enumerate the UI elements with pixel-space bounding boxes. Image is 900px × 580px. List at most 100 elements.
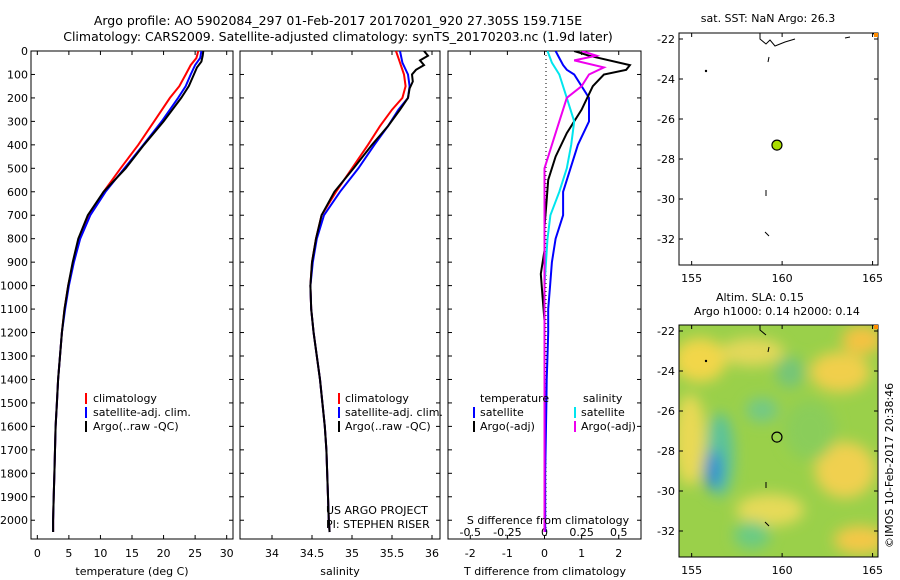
map-x-tick-label: 160: [772, 272, 793, 285]
s-tick-label: -0.25: [493, 526, 521, 539]
x-tick-label: 0: [541, 547, 548, 560]
x-tick-label: 0: [34, 547, 41, 560]
profile-location-marker: [771, 139, 783, 151]
y-tick-label: 1800: [0, 467, 28, 480]
map-y-tick-label: -24: [657, 365, 675, 378]
y-tick-label: 0: [21, 45, 28, 58]
x-tick-label: 35.5: [380, 547, 405, 560]
t-difference-axis-label: T difference from climatology: [463, 565, 626, 578]
x-tick-label: 25: [188, 547, 202, 560]
credit-pi: PI: STEPHEN RISER: [326, 518, 430, 531]
x-tick-label: 35: [345, 547, 359, 560]
x-tick-label: 5: [65, 547, 72, 560]
series-line-difference-1: [539, 51, 632, 532]
credit-project: US ARGO PROJECT: [326, 504, 428, 517]
x-tick-label: 10: [93, 547, 107, 560]
series-line-temperature-0: [52, 51, 200, 532]
sst-map-panel: [678, 32, 879, 266]
y-tick-label: 1600: [0, 420, 28, 433]
y-tick-label: 800: [7, 233, 28, 246]
map-y-tick-label: -22: [657, 33, 675, 46]
map-y-tick-label: -30: [657, 485, 675, 498]
legend-label: Argo(-adj): [480, 420, 535, 433]
temperature-legend: climatology satellite-adj. clim. Argo(..…: [85, 392, 191, 433]
y-tick-label: 100: [7, 68, 28, 81]
figure-title: Argo profile: AO 5902084_297 01-Feb-2017…: [94, 13, 582, 28]
y-tick-label: 1700: [0, 444, 28, 457]
y-tick-label: 1000: [0, 280, 28, 293]
imos-stamp: ©IMOS 10-Feb-2017 20:38:46: [883, 383, 896, 548]
x-tick-label: 1: [578, 547, 585, 560]
map-y-tick-label: -28: [657, 153, 675, 166]
y-tick-label: 1100: [0, 303, 28, 316]
temperature-panel: [30, 50, 234, 540]
salinity-panel: [239, 50, 441, 540]
map-y-tick-label: -22: [657, 325, 675, 338]
x-tick-label: 34.5: [300, 547, 325, 560]
legend-header: salinity: [583, 392, 623, 405]
series-line-salinity-1: [309, 51, 411, 533]
x-tick-label: 30: [220, 547, 234, 560]
salinity-axis-label: salinity: [320, 565, 360, 578]
y-tick-label: 1900: [0, 491, 28, 504]
figure-subtitle: Climatology: CARS2009. Satellite-adjuste…: [63, 29, 613, 44]
map-y-tick-label: -32: [657, 233, 675, 246]
legend-label: satellite: [480, 406, 524, 419]
map-y-tick-label: -30: [657, 193, 675, 206]
legend-label: Argo(..raw -QC): [345, 420, 431, 433]
x-tick-label: 15: [125, 547, 139, 560]
legend-label: Argo(..raw -QC): [93, 420, 179, 433]
y-tick-label: 1500: [0, 397, 28, 410]
legend-label: satellite-adj. clim.: [345, 406, 443, 419]
y-tick-label: 400: [7, 139, 28, 152]
x-tick-label: 20: [157, 547, 171, 560]
map-y-tick-label: -26: [657, 113, 675, 126]
series-line-salinity-2: [309, 51, 430, 533]
map-x-tick-label: 165: [862, 564, 883, 577]
profile-location-marker: [771, 431, 783, 443]
x-tick-label: 36: [425, 547, 439, 560]
x-tick-label: 34: [265, 547, 279, 560]
legend-label: satellite: [581, 406, 625, 419]
y-tick-label: 1400: [0, 373, 28, 386]
y-tick-label: 500: [7, 162, 28, 175]
temperature-axis-label: temperature (deg C): [75, 565, 188, 578]
y-tick-label: 1300: [0, 350, 28, 363]
y-tick-label: 900: [7, 256, 28, 269]
sla-map-panel: [678, 324, 879, 558]
y-tick-label: 700: [7, 209, 28, 222]
legend-header: temperature: [480, 392, 549, 405]
map-x-tick-label: 165: [862, 272, 883, 285]
s-difference-axis-label: S difference from climatology: [467, 514, 630, 527]
legend-label: climatology: [93, 392, 157, 405]
legend-label: climatology: [345, 392, 409, 405]
series-line-difference-0: [544, 51, 590, 532]
y-tick-label: 2000: [0, 514, 28, 527]
map-y-tick-label: -32: [657, 525, 675, 538]
sst-map-title: sat. SST: NaN Argo: 26.3: [701, 12, 835, 25]
coastline-sla: [759, 325, 770, 527]
map-x-tick-label: 155: [681, 272, 702, 285]
s-tick-label: 0.5: [610, 526, 628, 539]
sla-heatmap: [679, 325, 878, 557]
sla-map-title: Altim. SLA: 0.15: [716, 291, 804, 304]
y-tick-label: 300: [7, 115, 28, 128]
y-tick-label: 1200: [0, 327, 28, 340]
salinity-legend: climatology satellite-adj. clim. Argo(..…: [338, 392, 443, 433]
sla-map-subtitle: Argo h1000: 0.14 h2000: 0.14: [694, 305, 860, 318]
s-tick-label: 0: [541, 526, 548, 539]
map-y-tick-label: -24: [657, 73, 675, 86]
difference-legend: temperature salinity satellite Argo(-adj…: [473, 392, 636, 433]
coastline-sst: [759, 32, 879, 237]
x-tick-label: -2: [465, 547, 476, 560]
map-y-tick-label: -28: [657, 445, 675, 458]
x-tick-label: -1: [502, 547, 513, 560]
legend-label: satellite-adj. clim.: [93, 406, 191, 419]
y-tick-label: 600: [7, 186, 28, 199]
map-x-tick-label: 160: [772, 564, 793, 577]
map-y-tick-label: -26: [657, 405, 675, 418]
y-tick-label: 200: [7, 92, 28, 105]
series-line-temperature-2: [52, 51, 205, 532]
island-dot: [704, 69, 708, 73]
